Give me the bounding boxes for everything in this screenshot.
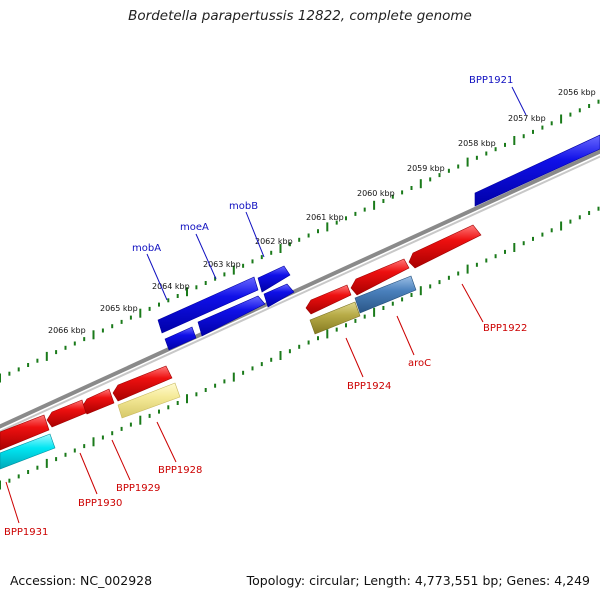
label-mobb[interactable]: mobB <box>229 201 258 212</box>
gene-bpp1921[interactable] <box>474 134 600 207</box>
gene-red-mid[interactable] <box>350 258 410 296</box>
forward-genes <box>157 134 600 351</box>
leader-bpp1928 <box>156 421 177 463</box>
label-bpp1924[interactable]: BPP1924 <box>347 381 391 392</box>
gene-fwd-lower-b[interactable] <box>263 283 295 308</box>
accession-text: Accession: NC_002928 <box>10 573 153 588</box>
gene-bpp1924[interactable] <box>309 301 361 335</box>
leader-bpp1924 <box>345 337 364 378</box>
kbp-label-2057: 2057 kbp <box>508 114 546 123</box>
leader-bpp1930 <box>79 452 98 495</box>
reverse-genes <box>0 224 482 470</box>
label-bpp1931[interactable]: BPP1931 <box>4 527 48 538</box>
gene-bpp1928[interactable] <box>117 382 181 419</box>
genome-backbone <box>0 149 600 433</box>
leader-moea <box>195 233 217 280</box>
kbp-label-2060: 2060 kbp <box>357 189 395 198</box>
label-bpp1928[interactable]: BPP1928 <box>158 465 202 476</box>
leader-mobb <box>245 211 265 258</box>
label-bpp1922[interactable]: BPP1922 <box>483 323 527 334</box>
map-title: Bordetella parapertussis 12822, complete… <box>128 8 472 24</box>
label-bpp1930[interactable]: BPP1930 <box>78 498 122 509</box>
label-moea[interactable]: moeA <box>180 222 209 233</box>
leader-moba <box>146 253 168 301</box>
leader-aroc <box>396 315 415 356</box>
leader-bpp1929 <box>111 439 131 481</box>
label-bpp1921[interactable]: BPP1921 <box>469 75 513 86</box>
kbp-scale: 2056 kbp 2057 kbp 2058 kbp 2059 kbp 2060… <box>48 88 596 335</box>
label-aroc[interactable]: aroC <box>408 358 431 369</box>
gene-fwd-lower-a[interactable] <box>197 295 266 337</box>
leader-bpp1921 <box>511 86 527 116</box>
gene-red-left1[interactable] <box>112 365 173 402</box>
gene-aroc[interactable] <box>354 275 417 314</box>
gene-labels: BPP1921 mobB moeA mobA BPP1922 aroC BPP1… <box>4 75 527 538</box>
kbp-label-2066: 2066 kbp <box>48 326 86 335</box>
genome-summary-text: Topology: circular; Length: 4,773,551 bp… <box>246 573 590 588</box>
gene-bpp1922[interactable] <box>408 224 482 269</box>
gene-moea[interactable] <box>157 276 259 334</box>
gene-mobb[interactable] <box>257 265 291 293</box>
gene-bpp1931[interactable] <box>0 433 56 470</box>
kbp-label-2062: 2062 kbp <box>255 237 293 246</box>
kbp-label-2064: 2064 kbp <box>152 282 190 291</box>
gene-leaders <box>5 86 527 524</box>
kbp-label-2056: 2056 kbp <box>558 88 596 97</box>
tick-marks <box>0 99 600 490</box>
gene-bpp1930[interactable] <box>46 399 87 428</box>
kbp-label-2065: 2065 kbp <box>100 304 138 313</box>
kbp-label-2058: 2058 kbp <box>458 139 496 148</box>
gene-moba[interactable] <box>164 326 197 351</box>
gene-red-far-left[interactable] <box>0 414 50 451</box>
label-bpp1929[interactable]: BPP1929 <box>116 483 160 494</box>
kbp-label-2061: 2061 kbp <box>306 213 344 222</box>
leader-bpp1931 <box>5 481 20 524</box>
leader-bpp1922 <box>461 283 484 323</box>
gene-red-small[interactable] <box>305 284 352 315</box>
kbp-label-2059: 2059 kbp <box>407 164 445 173</box>
kbp-label-2063: 2063 kbp <box>203 260 241 269</box>
label-moba[interactable]: mobA <box>132 243 161 254</box>
